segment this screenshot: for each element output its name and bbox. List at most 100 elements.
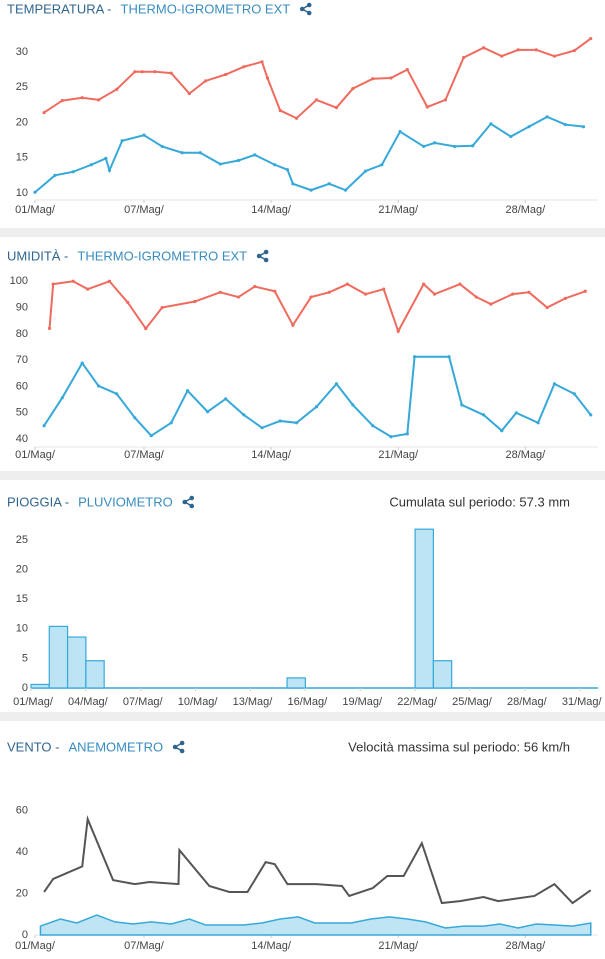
point <box>260 60 264 64</box>
point <box>405 432 409 436</box>
point <box>126 300 130 304</box>
point <box>405 67 409 72</box>
point <box>42 110 46 115</box>
point <box>371 424 375 428</box>
line <box>43 815 592 905</box>
point <box>389 435 393 439</box>
point <box>140 70 144 74</box>
point <box>552 382 557 386</box>
annotation: Velocità massima sul periodo: 56 km/h <box>348 739 570 754</box>
point <box>160 144 164 149</box>
share-icon-dot <box>172 744 178 750</box>
share-icon-dot <box>179 740 185 746</box>
point <box>443 98 448 102</box>
point <box>363 169 368 173</box>
point <box>460 403 464 407</box>
y-tick-label: 90 <box>16 301 28 313</box>
x-tick-label: 21/Mag/ <box>378 204 419 216</box>
point <box>474 295 478 299</box>
x-tick-label: 10/Mag/ <box>178 696 219 708</box>
share-icon-dot <box>306 2 312 8</box>
point <box>71 170 75 174</box>
point <box>527 290 531 294</box>
point <box>396 329 400 333</box>
point <box>236 158 241 163</box>
point <box>278 108 282 113</box>
point <box>51 282 55 286</box>
point <box>382 287 386 291</box>
point <box>169 71 173 75</box>
x-tick-label: 21/Mag/ <box>378 449 419 461</box>
y-tick-label: 60 <box>16 380 28 392</box>
share-icon-dot <box>263 257 269 263</box>
point <box>309 295 313 299</box>
share-icon-dot <box>306 10 312 16</box>
point <box>581 125 586 129</box>
point <box>133 70 137 74</box>
point <box>425 105 429 109</box>
point <box>314 405 319 409</box>
x-tick-label: 01/Mag/ <box>15 449 56 461</box>
y-tick-label: 40 <box>16 846 28 858</box>
point <box>351 87 355 91</box>
separator <box>0 712 605 721</box>
point <box>253 284 257 289</box>
x-tick-label: 14/Mag/ <box>251 204 292 216</box>
point <box>265 76 270 80</box>
point <box>89 163 93 167</box>
point <box>294 116 299 120</box>
y-tick-label: 10 <box>16 623 28 635</box>
point <box>334 382 339 386</box>
separator <box>0 228 605 237</box>
y-tick-label: 15 <box>16 152 28 164</box>
point <box>291 323 295 327</box>
share-icon[interactable] <box>299 2 312 16</box>
point <box>422 144 426 149</box>
point <box>180 151 184 155</box>
point <box>218 162 222 166</box>
point <box>242 413 246 417</box>
y-tick-label: 0 <box>22 682 28 694</box>
point <box>115 392 119 396</box>
point <box>389 76 393 80</box>
point <box>422 282 426 286</box>
point <box>53 173 57 177</box>
panel-title: VENTO - <box>7 739 60 754</box>
x-tick-label: 01/Mag/ <box>13 696 54 708</box>
x-tick-label: 07/Mag/ <box>124 204 165 216</box>
point <box>144 327 148 331</box>
point <box>545 115 549 119</box>
point <box>572 48 576 53</box>
point <box>563 296 567 300</box>
y-tick-label: 40 <box>16 433 28 445</box>
point <box>432 141 437 145</box>
point <box>42 424 46 428</box>
x-tick-label: 07/Mag/ <box>124 940 165 952</box>
bar <box>66 636 87 689</box>
share-icon[interactable] <box>256 249 269 263</box>
x-tick-label: 04/Mag/ <box>68 696 109 708</box>
point <box>291 182 295 186</box>
point <box>193 299 197 304</box>
x-tick-label: 14/Mag/ <box>251 940 292 952</box>
x-tick-label: 01/Mag/ <box>15 940 56 952</box>
point <box>253 153 257 157</box>
y-tick-label: 0 <box>22 929 28 941</box>
y-tick-label: 10 <box>16 187 28 199</box>
share-icon[interactable] <box>172 740 185 754</box>
point <box>187 91 191 96</box>
point <box>343 188 348 192</box>
point <box>224 397 228 401</box>
point <box>198 151 202 155</box>
point <box>462 55 466 60</box>
panel-title: PIOGGIA - <box>7 494 69 509</box>
point <box>589 36 593 41</box>
y-tick-label: 70 <box>16 354 28 366</box>
point <box>309 188 313 192</box>
y-tick-label: 30 <box>16 46 28 58</box>
point <box>204 79 208 83</box>
share-icon[interactable] <box>182 495 195 509</box>
panel-title: TEMPERATURA - <box>7 1 112 16</box>
point <box>509 134 513 139</box>
panel-subtitle: THERMO-IGROMETRO EXT <box>121 1 291 16</box>
